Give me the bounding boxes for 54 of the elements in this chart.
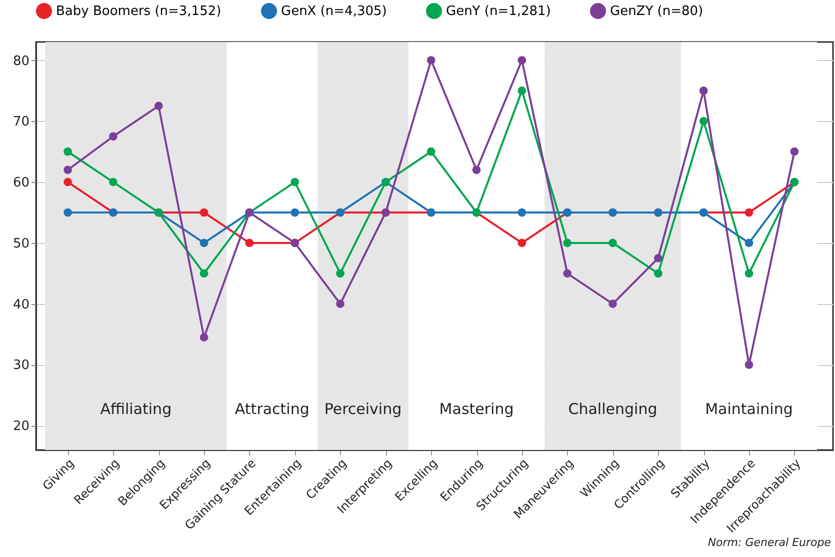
- point: [200, 238, 208, 248]
- band-label: Affiliating: [100, 400, 172, 418]
- point: [608, 300, 617, 308]
- point: [518, 56, 526, 64]
- point: [744, 360, 754, 369]
- point: [518, 238, 526, 248]
- point: [518, 208, 526, 217]
- y-tick-label: 40: [12, 297, 30, 312]
- y-tick-label: 20: [12, 419, 30, 434]
- legend-label: GenZY (n=80): [610, 4, 704, 19]
- point: [64, 147, 72, 156]
- band-label: Mastering: [439, 400, 514, 418]
- point: [790, 147, 799, 156]
- point: [64, 208, 72, 217]
- legend-label: Baby Boomers (n=3,152): [56, 4, 222, 19]
- point: [336, 269, 344, 278]
- band-label: Perceiving: [324, 400, 402, 418]
- point: [200, 208, 208, 217]
- y-tick-label: 50: [12, 236, 30, 252]
- y-tick-label: 80: [12, 54, 30, 69]
- text: Norm: General Europe: [708, 536, 831, 549]
- point: [744, 208, 754, 217]
- point: [699, 116, 708, 126]
- band-label: Challenging: [568, 400, 658, 418]
- point: [200, 269, 208, 278]
- point: [245, 238, 254, 248]
- band-label: Attracting: [234, 400, 310, 418]
- point: [290, 208, 300, 217]
- point: [64, 166, 72, 174]
- point: [654, 254, 662, 262]
- y-tick-label: 30: [12, 358, 30, 374]
- point: [109, 178, 118, 186]
- point: [563, 269, 572, 278]
- point: [64, 178, 72, 186]
- point: [154, 102, 163, 110]
- point: [744, 238, 754, 248]
- point: [608, 238, 617, 248]
- legend-label: GenY (n=1,281): [446, 4, 551, 19]
- point: [200, 333, 208, 342]
- point: [699, 86, 708, 95]
- point: [426, 147, 436, 156]
- y-tick-label: 60: [12, 176, 30, 191]
- point: [426, 56, 436, 64]
- y-tick-label: 70: [12, 114, 30, 130]
- legend-label: GenX (n=4,305): [281, 4, 387, 19]
- point: [472, 166, 481, 174]
- point: [290, 178, 300, 186]
- point: [744, 269, 754, 278]
- point: [654, 269, 662, 278]
- point: [109, 132, 118, 141]
- point: [563, 238, 572, 248]
- point: [518, 86, 526, 95]
- band-label: Maintaining: [705, 400, 793, 418]
- point: [336, 300, 344, 308]
